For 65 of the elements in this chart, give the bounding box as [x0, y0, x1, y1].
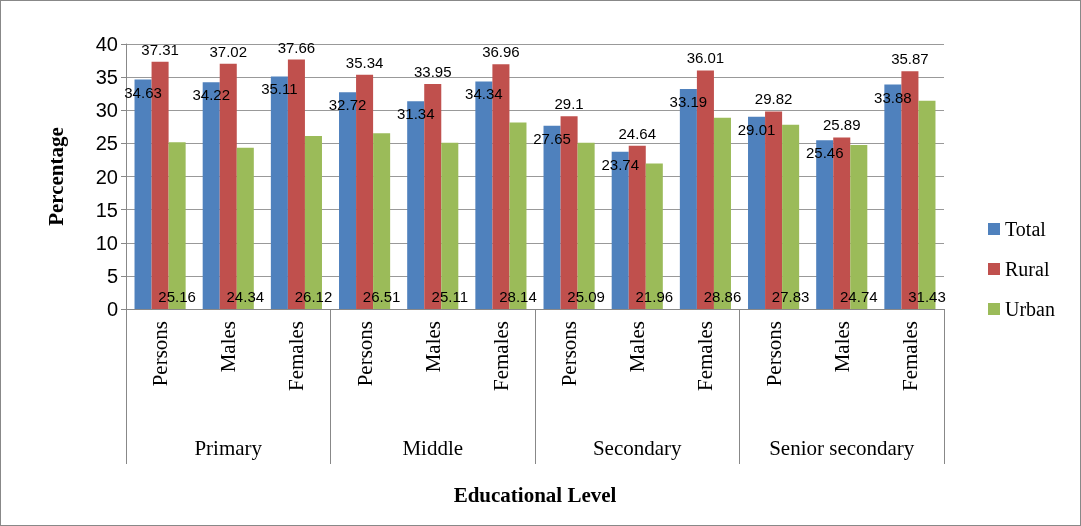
x-axis-title: Educational Level	[453, 482, 617, 507]
y-tick-label: 15	[95, 198, 118, 221]
y-tick-label: 35	[95, 66, 118, 89]
y-axis-title: Percentage	[43, 127, 68, 226]
legend-label: Urban	[1005, 298, 1055, 320]
x-tick-label: Males	[625, 321, 650, 373]
x-tick-label: Persons	[761, 321, 786, 387]
y-tick-label: 40	[95, 33, 118, 55]
legend-label: Total	[1005, 218, 1047, 240]
data-label: 31.43	[908, 288, 946, 305]
data-label: 25.89	[822, 116, 861, 134]
x-tick-label: Females	[897, 321, 922, 391]
data-label: 24.34	[226, 288, 265, 305]
text: Senior secondary	[769, 436, 915, 460]
data-label: 28.86	[703, 288, 742, 305]
data-label: 35.34	[345, 53, 384, 71]
data-label: 25.11	[431, 288, 469, 305]
data-label: 33.19	[669, 93, 708, 111]
y-tick-label: 0	[106, 298, 118, 320]
x-tick-label: Females	[284, 321, 309, 391]
data-label: 37.31	[141, 40, 179, 58]
data-label: 23.74	[601, 155, 639, 173]
x-tick-label: Males	[420, 321, 445, 373]
data-label: 28.14	[499, 288, 537, 305]
data-label: 25.09	[567, 288, 605, 305]
data-label: 35.87	[891, 50, 929, 68]
x-tick-label: Males	[216, 321, 241, 373]
y-tick-label: 5	[106, 264, 118, 287]
data-label: 24.74	[840, 288, 878, 305]
data-label: 26.51	[362, 288, 401, 305]
data-label: 27.83	[771, 288, 810, 305]
data-label: 29.01	[737, 120, 776, 138]
data-label: 37.66	[277, 38, 316, 56]
data-label: 34.22	[192, 86, 230, 104]
data-label: 29.82	[754, 90, 793, 108]
text: Middle	[402, 436, 464, 460]
data-label: 34.34	[465, 85, 503, 103]
data-label: 35.11	[261, 80, 298, 98]
data-label: 31.34	[396, 105, 435, 123]
data-label: 36.01	[686, 49, 725, 67]
y-tick-label: 20	[95, 165, 118, 188]
x-tick-label: Females	[488, 321, 513, 391]
data-label: 21.96	[635, 288, 674, 305]
data-label: 33.88	[874, 88, 912, 106]
data-label: 33.95	[413, 63, 452, 81]
text: Secondary	[592, 436, 683, 460]
data-label: 24.64	[618, 124, 657, 142]
data-label: 27.65	[533, 129, 571, 147]
y-tick-label: 30	[95, 99, 118, 122]
y-tick-label: 25	[95, 132, 118, 155]
x-tick-label: Persons	[352, 321, 377, 387]
data-label: 25.16	[158, 288, 196, 305]
data-label: 37.02	[209, 42, 248, 60]
data-label: 26.12	[294, 288, 333, 305]
text: Primary	[194, 436, 263, 460]
x-tick-label: Persons	[557, 321, 582, 387]
x-tick-label: Males	[829, 321, 854, 373]
y-tick-label: 10	[95, 231, 118, 254]
data-label: 25.46	[805, 144, 844, 162]
data-label: 29.1	[554, 95, 584, 113]
x-tick-label: Persons	[148, 321, 173, 387]
data-label: 32.72	[328, 96, 367, 114]
data-label: 36.96	[482, 43, 520, 61]
legend-label: Rural	[1005, 258, 1050, 280]
x-tick-label: Females	[693, 321, 718, 391]
